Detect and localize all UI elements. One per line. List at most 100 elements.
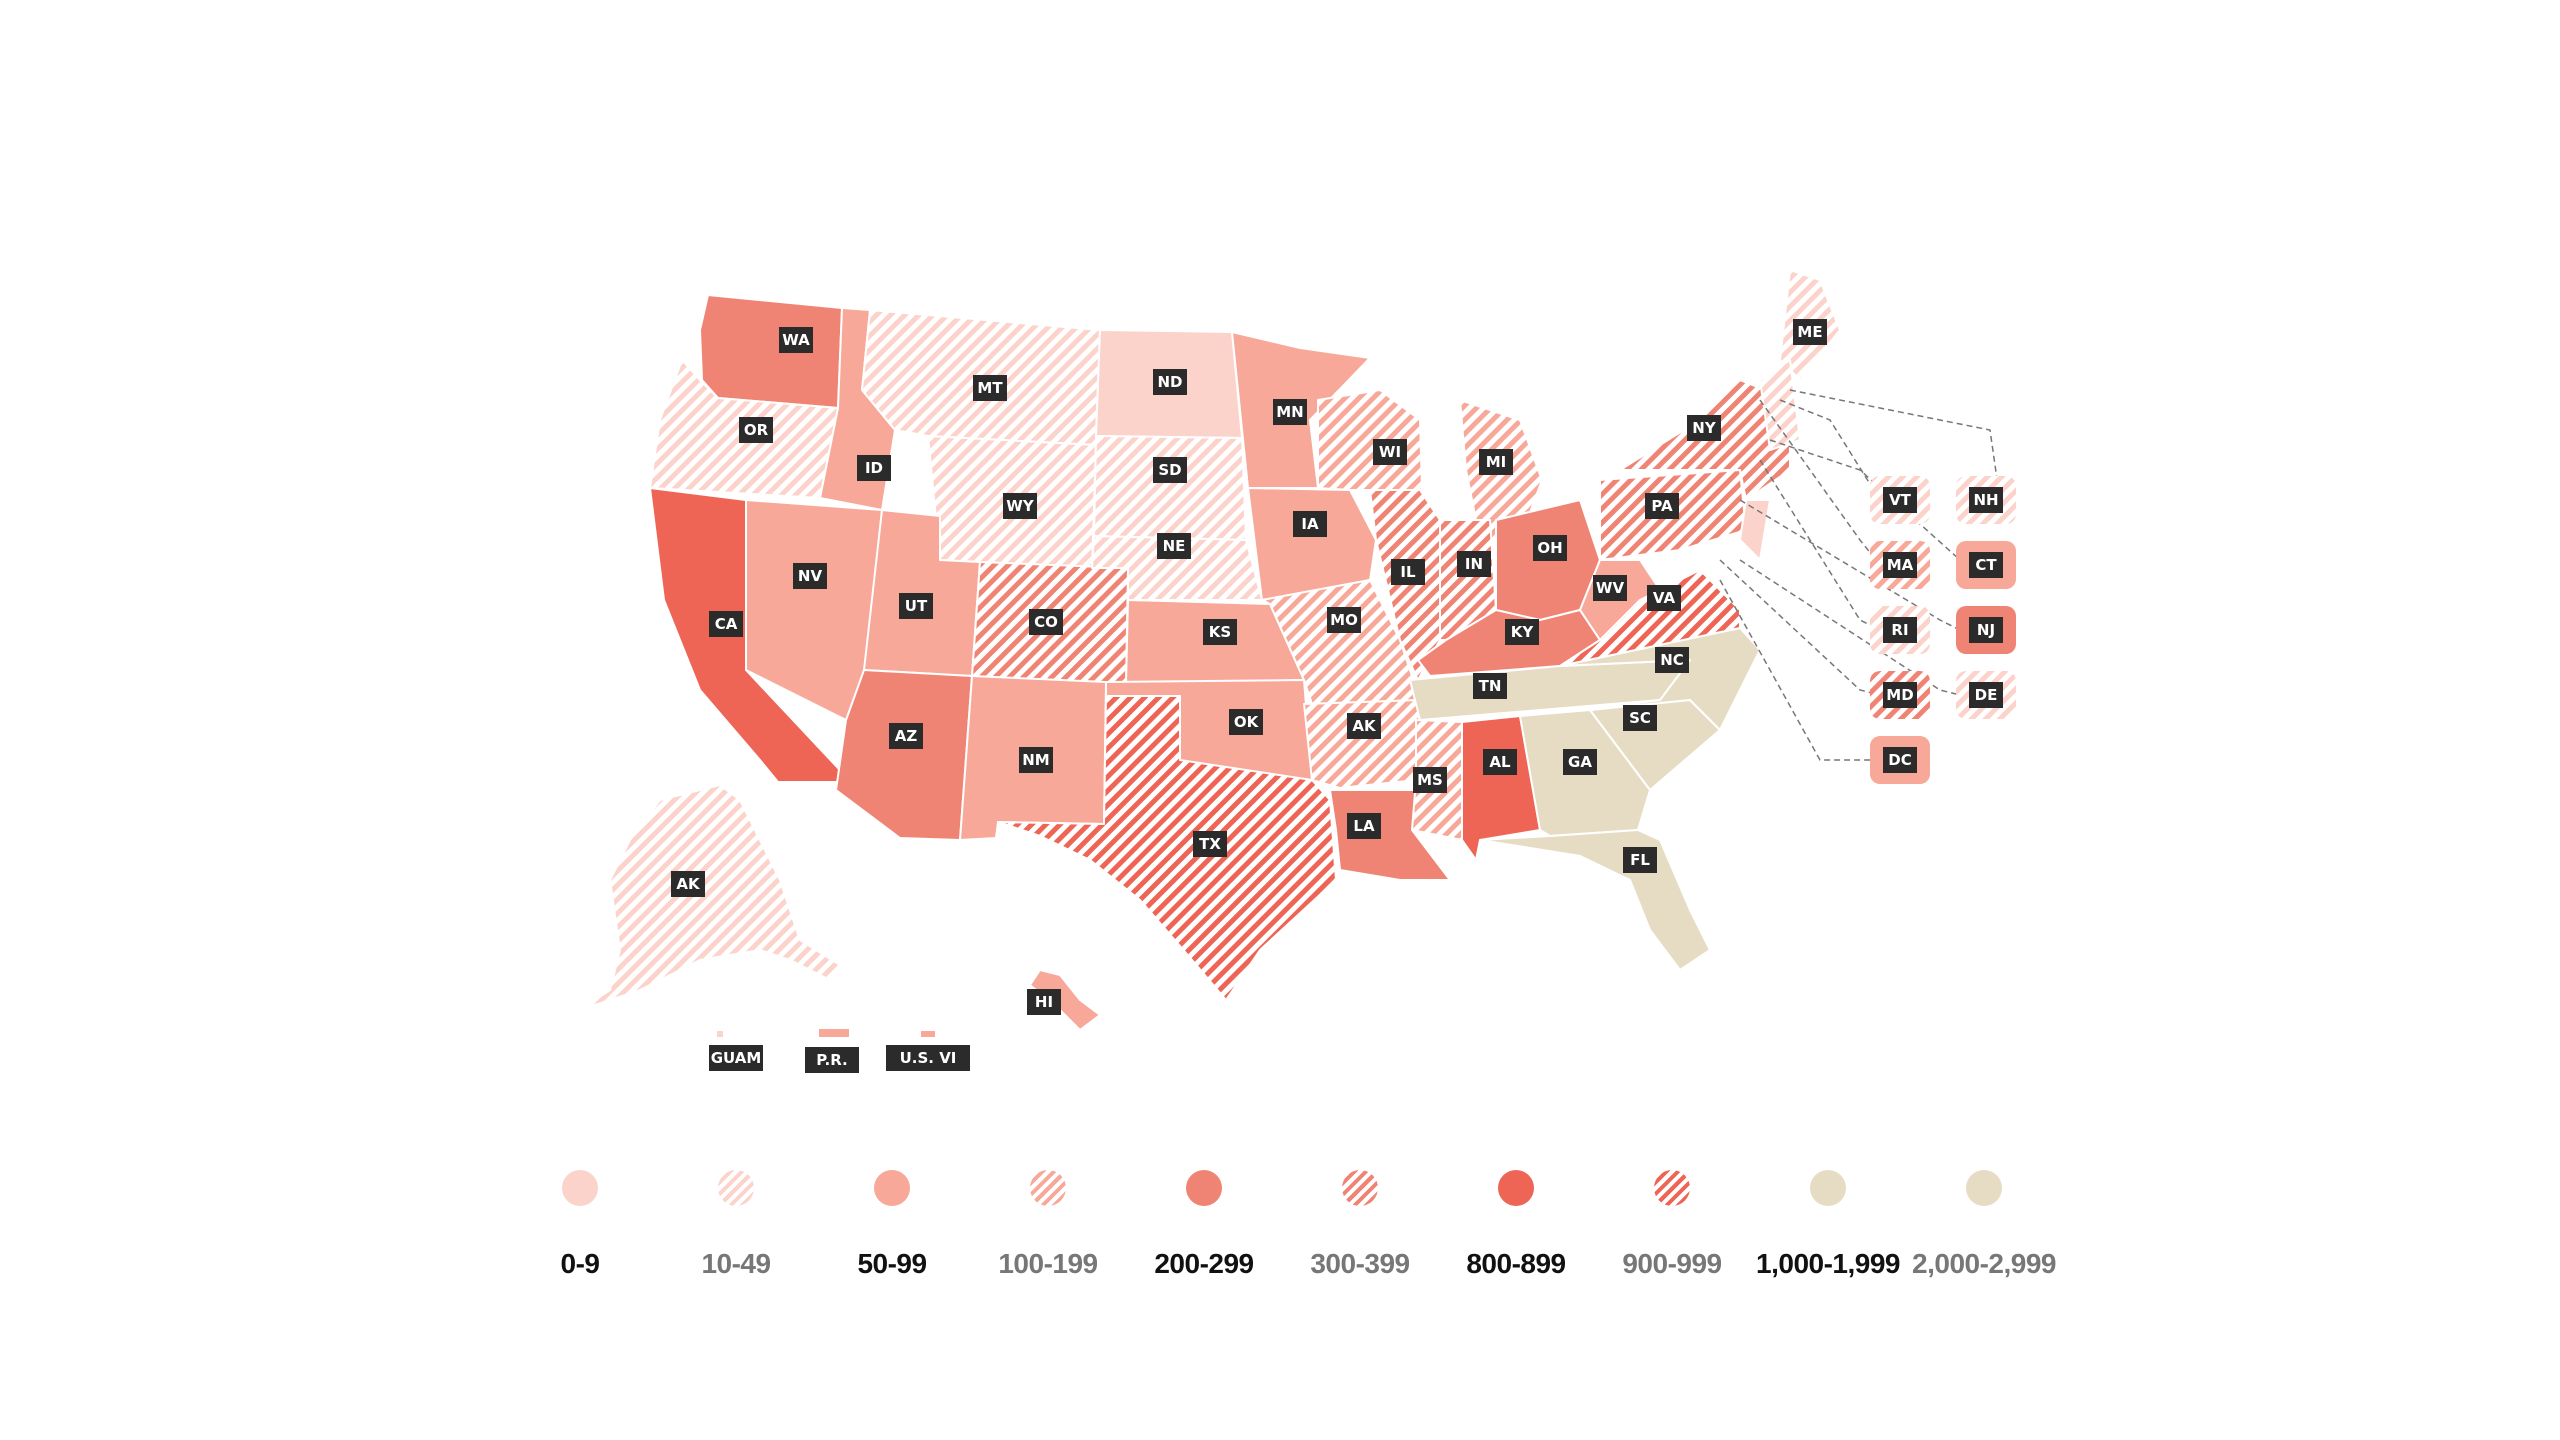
state-label-text: ID	[865, 459, 883, 477]
state-shape-pr[interactable]	[817, 1027, 851, 1039]
state-label-text: OH	[1537, 539, 1562, 557]
state-label-sd: SD	[1153, 457, 1187, 483]
inset-dc[interactable]: DC	[1870, 736, 1930, 784]
state-label-text: U.S. VI	[900, 1049, 957, 1067]
inset-label-text: DC	[1888, 751, 1911, 769]
inset-ma[interactable]: MA	[1870, 541, 1930, 589]
legend-item: 2,000-2,999	[1904, 1160, 2064, 1280]
inset-label-text: MA	[1887, 556, 1914, 574]
state-label-text: OR	[744, 421, 769, 439]
inset-de[interactable]: DE	[1956, 671, 2016, 719]
state-label-az: AZ	[889, 723, 923, 749]
legend-swatch	[874, 1170, 910, 1206]
state-label-text: NY	[1692, 419, 1717, 437]
state-label-text: MS	[1417, 771, 1443, 789]
legend-swatch	[1186, 1170, 1222, 1206]
state-shape-ak[interactable]	[579, 784, 841, 1011]
state-label-hi: HI	[1027, 989, 1061, 1015]
state-label-text: CA	[715, 615, 738, 633]
legend-swatch	[1030, 1170, 1066, 1206]
state-label-la: LA	[1347, 813, 1381, 839]
legend-item: 50-99	[812, 1160, 972, 1280]
legend-swatch	[1342, 1170, 1378, 1206]
inset-ri[interactable]: RI	[1870, 606, 1930, 654]
state-label-text: IL	[1400, 563, 1416, 581]
state-label-text: MI	[1486, 453, 1507, 471]
state-label-ar: AK	[1347, 713, 1381, 739]
state-shape-nc[interactable]	[1559, 627, 1761, 731]
state-label-il: IL	[1391, 559, 1425, 585]
state-label-oh: OH	[1533, 535, 1567, 561]
state-label-va: VA	[1647, 585, 1681, 611]
state-label-text: KS	[1209, 623, 1231, 641]
state-shape-vtnh[interactable]	[1759, 359, 1801, 451]
inset-nh[interactable]: NH	[1956, 476, 2016, 524]
state-label-text: MN	[1276, 403, 1303, 421]
state-label-mn: MN	[1273, 399, 1307, 425]
state-shape-usvi[interactable]	[919, 1029, 937, 1039]
state-label-nd: ND	[1153, 369, 1187, 395]
state-shape-guam[interactable]	[715, 1029, 725, 1039]
state-label-text: SD	[1158, 461, 1181, 479]
state-shape-nj[interactable]	[1739, 499, 1771, 561]
state-label-text: AZ	[895, 727, 918, 745]
state-label-text: ND	[1157, 373, 1182, 391]
state-label-text: MO	[1330, 611, 1358, 629]
state-label-ny: NY	[1687, 415, 1721, 441]
legend-label: 100-199	[998, 1248, 1098, 1279]
state-label-text: GA	[1568, 753, 1592, 771]
state-label-me: ME	[1793, 319, 1827, 345]
legend-label: 0-9	[560, 1248, 600, 1279]
state-label-text: SC	[1629, 709, 1651, 727]
state-label-text: NE	[1163, 537, 1186, 555]
state-label-text: HI	[1035, 993, 1053, 1011]
state-label-ga: GA	[1563, 749, 1597, 775]
state-label-text: LA	[1353, 817, 1375, 835]
state-label-text: MT	[977, 379, 1003, 397]
legend-swatch	[1810, 1170, 1846, 1206]
state-label-text: TX	[1199, 835, 1221, 853]
inset-label-text: RI	[1891, 621, 1908, 639]
state-label-pa: PA	[1645, 493, 1679, 519]
state-label-text: WY	[1006, 497, 1035, 515]
state-label-text: NM	[1022, 751, 1049, 769]
state-label-text: UT	[905, 597, 928, 615]
legend: 0-9 10-49 50-99 100-199 200-299 300-399 800-89…	[500, 1160, 2080, 1320]
state-label-text: OK	[1234, 713, 1260, 731]
inset-ct[interactable]: CT	[1956, 541, 2016, 589]
state-label-mt: MT	[973, 375, 1007, 401]
legend-item: 10-49	[656, 1160, 816, 1280]
legend-label: 10-49	[701, 1248, 771, 1279]
state-label-nv: NV	[793, 563, 827, 589]
state-label-wy: WY	[1003, 493, 1037, 519]
legend-label: 300-399	[1310, 1248, 1410, 1279]
state-label-text: AK	[1352, 717, 1377, 735]
state-label-co: CO	[1029, 609, 1063, 635]
state-label-fl: FL	[1623, 847, 1657, 873]
legend-swatch	[718, 1170, 754, 1206]
inset-nj[interactable]: NJ	[1956, 606, 2016, 654]
state-label-text: NC	[1660, 651, 1684, 669]
state-label-wa: WA	[779, 327, 813, 353]
inset-label-text: DE	[1975, 686, 1998, 704]
state-label-wv: WV	[1593, 575, 1627, 601]
inset-label-text: NH	[1973, 491, 1998, 509]
legend-item: 100-199	[968, 1160, 1128, 1280]
legend-label: 2,000-2,999	[1912, 1248, 2056, 1279]
legend-swatch	[1498, 1170, 1534, 1206]
inset-label-text: CT	[1975, 556, 1997, 574]
legend-item: 0-9	[500, 1160, 660, 1280]
state-label-text: P.R.	[816, 1051, 847, 1069]
inset-vt[interactable]: VT	[1870, 476, 1930, 524]
inset-md[interactable]: MD	[1870, 671, 1930, 719]
state-label-text: AK	[676, 875, 701, 893]
legend-item: 1,000-1,999	[1748, 1160, 1908, 1280]
state-shape-ar[interactable]	[1303, 699, 1421, 789]
state-label-text: NV	[798, 567, 823, 585]
state-shape-tx[interactable]	[997, 695, 1337, 1001]
state-label-wi: WI	[1373, 439, 1407, 465]
state-label-mi: MI	[1479, 449, 1513, 475]
state-label-id: ID	[857, 455, 891, 481]
